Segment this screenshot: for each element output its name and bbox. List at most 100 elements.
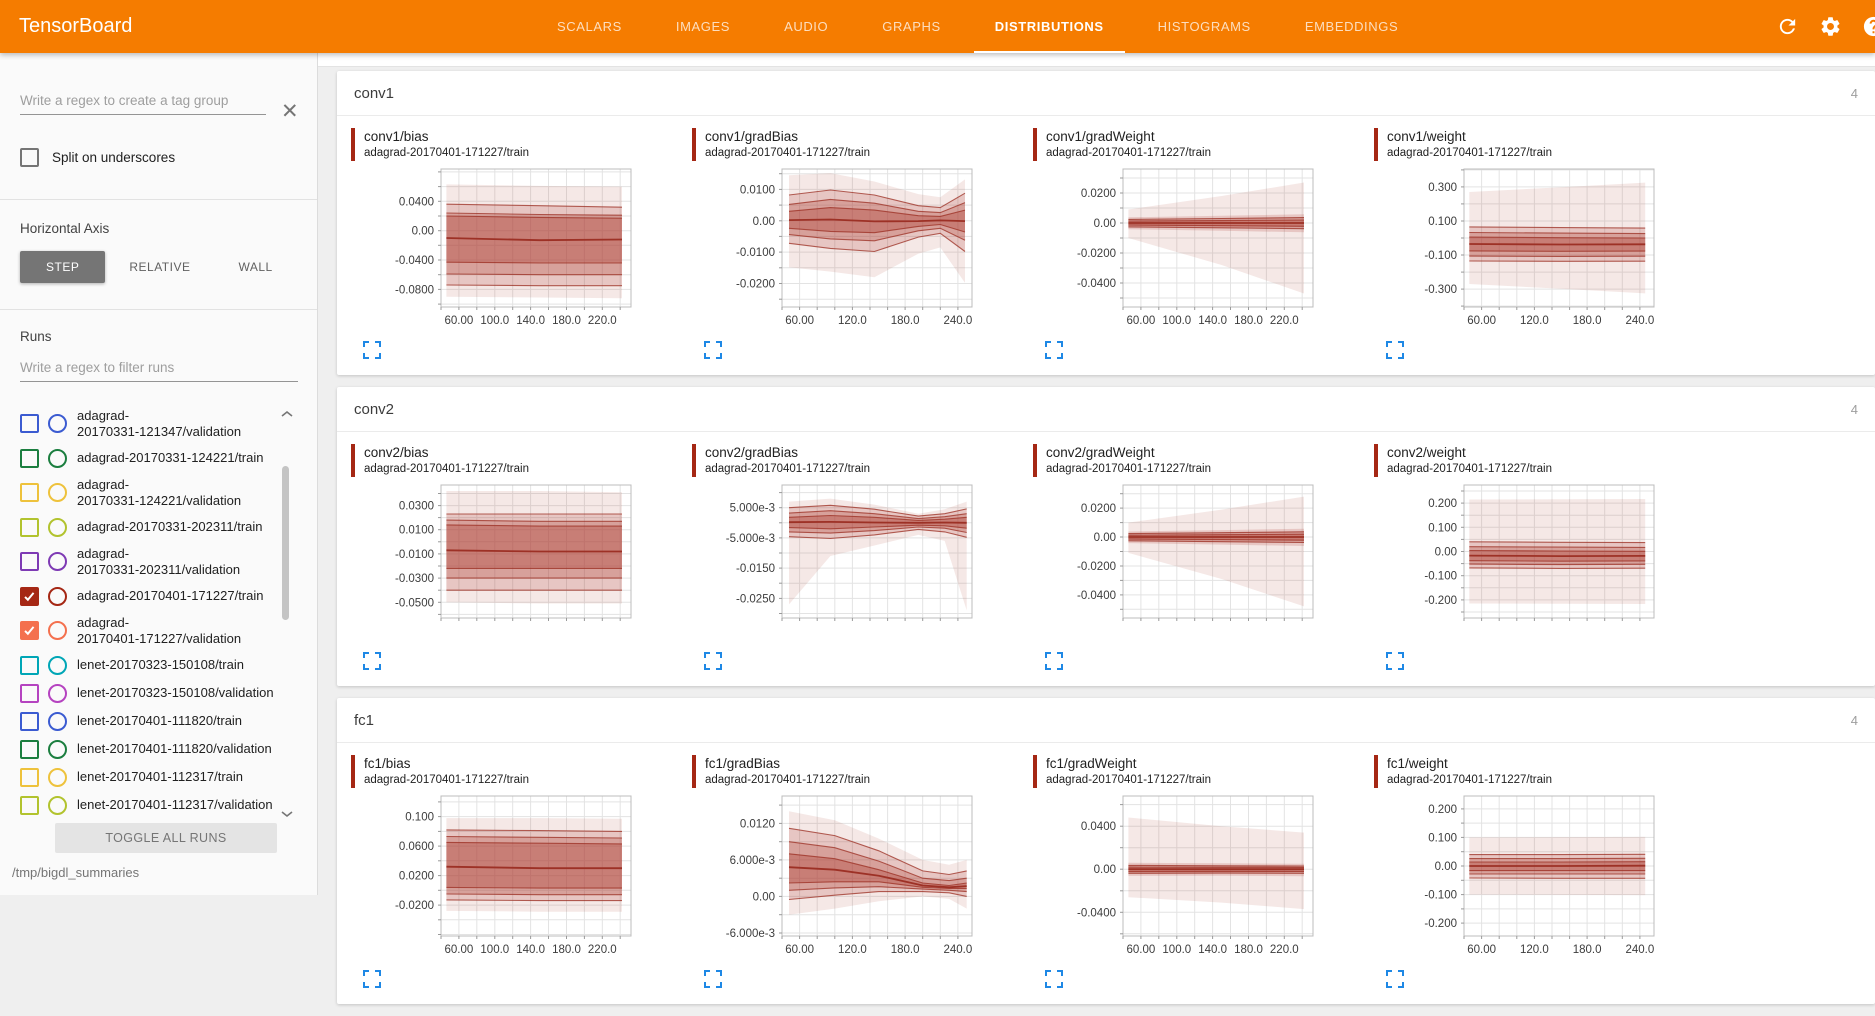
run-row[interactable]: lenet-20170401-112317/train: [20, 763, 280, 791]
run-checkbox[interactable]: [20, 655, 39, 675]
help-icon[interactable]: [1862, 15, 1875, 38]
split-underscores-checkbox[interactable]: [20, 148, 39, 167]
run-row[interactable]: lenet-20170323-150108/validation: [20, 679, 280, 707]
axis-button-step[interactable]: STEP: [20, 251, 106, 283]
expand-chart-button[interactable]: [363, 652, 383, 672]
run-checkbox[interactable]: [20, 586, 39, 606]
svg-text:-0.100: -0.100: [1424, 571, 1457, 583]
tag-group-regex-input[interactable]: [20, 89, 266, 115]
expand-chart-button[interactable]: [1386, 652, 1406, 672]
distribution-chart: 0.0400 0.00 -0.0400 -0.0800 60.00 100.0 140.0 1…: [395, 168, 632, 327]
svg-text:0.0200: 0.0200: [1081, 503, 1116, 515]
expand-chart-button[interactable]: [1045, 341, 1065, 361]
run-color-bar: [1033, 128, 1037, 161]
expand-chart-button[interactable]: [704, 652, 724, 672]
refresh-icon[interactable]: [1776, 15, 1799, 38]
run-checkbox[interactable]: [20, 414, 39, 433]
run-row[interactable]: adagrad-20170401-171227/train: [20, 582, 280, 610]
tag-group-header[interactable]: conv2 4: [337, 387, 1875, 432]
svg-text:180.0: 180.0: [1234, 944, 1263, 956]
expand-chart-button[interactable]: [1386, 970, 1406, 990]
run-row[interactable]: lenet-20170323-150108/train: [20, 651, 280, 679]
run-row[interactable]: adagrad- 20170331-124221/validation: [20, 472, 280, 513]
svg-text:60.00: 60.00: [785, 944, 814, 956]
chart-run-label: adagrad-20170401-171227/train: [364, 774, 529, 786]
expand-chart-button[interactable]: [704, 970, 724, 990]
run-color-circle[interactable]: [48, 683, 67, 703]
run-color-circle[interactable]: [48, 711, 67, 731]
chart-title: conv1/gradBias: [705, 129, 799, 144]
main-content: conv1 4 conv1/bias adagrad-20170401-171227/…: [318, 53, 1875, 1016]
run-color-circle[interactable]: [48, 767, 67, 787]
settings-gear-icon[interactable]: [1819, 15, 1842, 38]
run-color-bar: [1033, 444, 1037, 477]
run-color-circle[interactable]: [48, 517, 67, 537]
run-row[interactable]: lenet-20170401-111820/validation: [20, 735, 280, 763]
axis-button-relative[interactable]: RELATIVE: [129, 260, 191, 274]
scroll-down-icon[interactable]: [280, 805, 294, 818]
scroll-up-icon[interactable]: [280, 405, 294, 417]
runs-filter-input[interactable]: [20, 356, 298, 382]
run-row[interactable]: lenet-20170401-112317/validation: [20, 791, 280, 819]
run-color-circle[interactable]: [48, 552, 67, 571]
run-name: lenet-20170401-112317/validation: [77, 797, 273, 812]
tab-scalars[interactable]: SCALARS: [557, 19, 622, 34]
svg-text:140.0: 140.0: [1198, 315, 1227, 327]
run-row[interactable]: adagrad- 20170331-202311/validation: [20, 541, 280, 582]
run-checkbox[interactable]: [20, 739, 39, 759]
axis-mode-buttons: STEP RELATIVE WALL: [20, 251, 297, 283]
expand-chart-button[interactable]: [1386, 341, 1406, 361]
chart-run-label: adagrad-20170401-171227/train: [1387, 774, 1552, 786]
run-row[interactable]: lenet-20170401-111820/train: [20, 707, 280, 735]
expand-chart-button[interactable]: [1045, 652, 1065, 672]
run-checkbox[interactable]: [20, 517, 39, 537]
run-color-circle[interactable]: [48, 621, 67, 640]
tag-group-header[interactable]: fc1 4: [337, 698, 1875, 743]
run-checkbox[interactable]: [20, 711, 39, 731]
run-checkbox[interactable]: [20, 483, 39, 502]
run-color-circle[interactable]: [48, 739, 67, 759]
scrolled-card-edge: [318, 53, 1875, 67]
run-row[interactable]: adagrad-20170331-202311/train: [20, 513, 280, 541]
svg-text:0.0400: 0.0400: [399, 196, 434, 208]
expand-chart-button[interactable]: [1045, 970, 1065, 990]
run-color-circle[interactable]: [48, 483, 67, 502]
tab-audio[interactable]: AUDIO: [784, 19, 829, 34]
run-row[interactable]: adagrad- 20170331-121347/validation: [20, 403, 280, 444]
tab-distributions[interactable]: DISTRIBUTIONS: [968, 0, 1131, 53]
tab-images[interactable]: IMAGES: [675, 19, 731, 34]
tab-histograms[interactable]: HISTOGRAMS: [1157, 19, 1251, 34]
expand-chart-button[interactable]: [363, 970, 383, 990]
tag-group-header[interactable]: conv1 4: [337, 71, 1875, 116]
expand-chart-button[interactable]: [704, 341, 724, 361]
close-icon[interactable]: ✕: [281, 100, 299, 123]
run-color-circle[interactable]: [48, 586, 67, 606]
run-color-circle[interactable]: [48, 414, 67, 433]
svg-text:-5.000e-3: -5.000e-3: [726, 533, 775, 545]
svg-text:0.0300: 0.0300: [399, 501, 434, 513]
toggle-all-runs-button[interactable]: TOGGLE ALL RUNS: [55, 823, 277, 853]
svg-text:60.00: 60.00: [1127, 944, 1156, 956]
runs-scrollbar-thumb[interactable]: [282, 466, 289, 620]
run-checkbox[interactable]: [20, 683, 39, 703]
run-checkbox[interactable]: [20, 448, 39, 468]
run-color-circle[interactable]: [48, 795, 67, 815]
run-row[interactable]: adagrad-20170331-124221/train: [20, 444, 280, 472]
run-color-circle[interactable]: [48, 448, 67, 468]
run-checkbox[interactable]: [20, 795, 39, 815]
tab-embeddings[interactable]: EMBEDDINGS: [1304, 19, 1399, 34]
svg-text:0.00: 0.00: [1435, 547, 1457, 559]
expand-chart-button[interactable]: [363, 341, 383, 361]
svg-text:0.0100: 0.0100: [399, 525, 434, 537]
run-row[interactable]: adagrad- 20170401-171227/validation: [20, 610, 280, 651]
tag-group-charts: conv2/bias adagrad-20170401-171227/train 0…: [337, 432, 1875, 686]
run-name: lenet-20170401-112317/train: [77, 769, 244, 784]
run-checkbox[interactable]: [20, 621, 39, 640]
tag-group-card-conv1: conv1 4 conv1/bias adagrad-20170401-171227/…: [337, 71, 1875, 375]
run-color-circle[interactable]: [48, 655, 67, 675]
tab-graphs[interactable]: GRAPHS: [882, 19, 941, 34]
svg-text:180.0: 180.0: [552, 944, 581, 956]
run-checkbox[interactable]: [20, 552, 39, 571]
axis-button-wall[interactable]: WALL: [238, 260, 273, 274]
run-checkbox[interactable]: [20, 767, 39, 787]
